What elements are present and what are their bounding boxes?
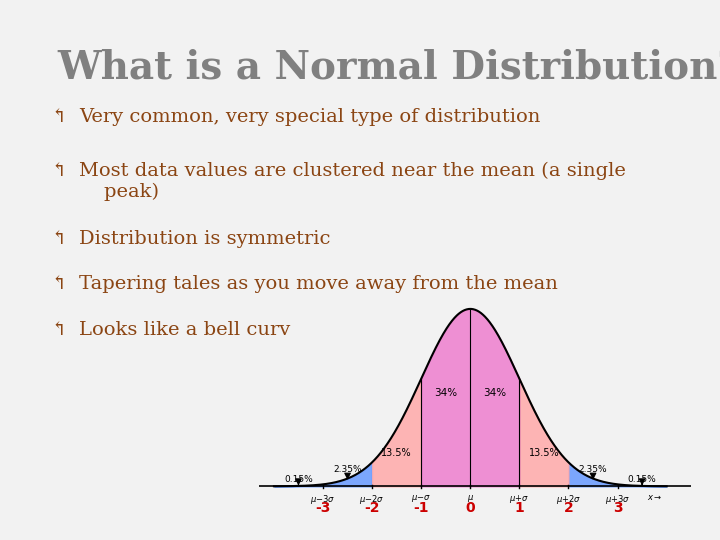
Text: 34%: 34% xyxy=(483,388,506,398)
Text: $x{\rightarrow}$: $x{\rightarrow}$ xyxy=(647,494,662,502)
Text: ↰: ↰ xyxy=(50,321,67,339)
Text: 1: 1 xyxy=(515,502,524,516)
Text: -2: -2 xyxy=(364,502,380,516)
Text: $\mu{+}\sigma$: $\mu{+}\sigma$ xyxy=(509,494,529,505)
Text: Looks like a bell curv: Looks like a bell curv xyxy=(79,321,290,339)
Text: -3: -3 xyxy=(315,502,330,516)
Text: 0: 0 xyxy=(465,502,475,516)
Text: 3: 3 xyxy=(613,502,622,516)
Text: Tapering tales as you move away from the mean: Tapering tales as you move away from the… xyxy=(79,275,558,293)
Text: What is a Normal Distribution?: What is a Normal Distribution? xyxy=(58,49,720,86)
Text: 2.35%: 2.35% xyxy=(579,465,608,474)
Text: ↰: ↰ xyxy=(50,108,67,126)
Text: ↰: ↰ xyxy=(50,162,67,180)
Text: 2: 2 xyxy=(564,502,573,516)
Text: $\mu$: $\mu$ xyxy=(467,494,474,504)
Text: Very common, very special type of distribution: Very common, very special type of distri… xyxy=(79,108,541,126)
Text: 2.35%: 2.35% xyxy=(333,465,362,474)
Text: $\mu{-}\sigma$: $\mu{-}\sigma$ xyxy=(411,494,431,504)
Text: Distribution is symmetric: Distribution is symmetric xyxy=(79,230,330,247)
Text: Most data values are clustered near the mean (a single
    peak): Most data values are clustered near the … xyxy=(79,162,626,201)
Text: 0.15%: 0.15% xyxy=(284,475,313,484)
Text: 0.15%: 0.15% xyxy=(628,475,657,484)
Text: -1: -1 xyxy=(413,502,429,516)
Text: $\mu{-}2\sigma$: $\mu{-}2\sigma$ xyxy=(359,494,384,507)
Text: ↰: ↰ xyxy=(50,230,67,247)
Text: $\mu{-}3\sigma$: $\mu{-}3\sigma$ xyxy=(310,494,336,507)
Text: 34%: 34% xyxy=(434,388,457,398)
Text: ↰: ↰ xyxy=(50,275,67,293)
Text: $\mu{+}3\sigma$: $\mu{+}3\sigma$ xyxy=(605,494,630,507)
Text: 13.5%: 13.5% xyxy=(382,448,412,458)
Text: $\mu{+}2\sigma$: $\mu{+}2\sigma$ xyxy=(556,494,581,507)
Text: 13.5%: 13.5% xyxy=(528,448,559,458)
